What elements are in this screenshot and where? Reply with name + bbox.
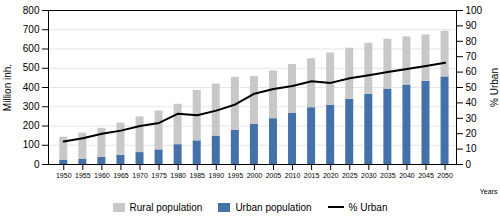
svg-text:100: 100 [466,5,483,16]
svg-text:2015: 2015 [304,172,320,179]
svg-text:90: 90 [466,20,478,31]
svg-text:2025: 2025 [342,172,358,179]
svg-text:1990: 1990 [208,172,224,179]
svg-text:500: 500 [23,62,40,73]
svg-text:2045: 2045 [418,172,434,179]
svg-text:1965: 1965 [113,172,129,179]
svg-text:Years: Years [480,188,498,195]
svg-text:60: 60 [466,66,478,77]
svg-text:2030: 2030 [361,172,377,179]
svg-text:% Urban: % Urban [489,68,500,107]
svg-text:2010: 2010 [285,172,301,179]
svg-text:1960: 1960 [94,172,110,179]
svg-text:2020: 2020 [323,172,339,179]
svg-text:200: 200 [23,120,40,131]
svg-text:100: 100 [23,139,40,150]
svg-text:2000: 2000 [247,172,263,179]
svg-text:0: 0 [34,159,40,170]
svg-text:400: 400 [23,82,40,93]
svg-text:300: 300 [23,101,40,112]
svg-text:600: 600 [23,43,40,54]
svg-text:80: 80 [466,36,478,47]
svg-text:10: 10 [466,143,478,154]
svg-text:1980: 1980 [170,172,186,179]
svg-text:1985: 1985 [189,172,205,179]
svg-text:0: 0 [466,159,472,170]
svg-text:1995: 1995 [228,172,244,179]
svg-text:1975: 1975 [151,172,167,179]
svg-text:2035: 2035 [380,172,396,179]
html-text:Rural population: Rural population [129,201,203,213]
svg-text:700: 700 [23,24,40,35]
svg-text:30: 30 [466,113,478,124]
svg-text:2050: 2050 [437,172,453,179]
svg-text:70: 70 [466,51,478,62]
svg-text:1955: 1955 [75,172,91,179]
svg-text:Million inh.: Million inh. [2,64,13,111]
svg-text:50: 50 [466,82,478,93]
svg-text:2005: 2005 [266,172,282,179]
svg-text:40: 40 [466,97,478,108]
svg-text:800: 800 [23,5,40,16]
svg-text:20: 20 [466,128,478,139]
html-text:% Urban: % Urban [348,201,388,213]
html-text:Urban population: Urban population [235,201,312,213]
svg-text:1970: 1970 [132,172,148,179]
svg-text:1950: 1950 [56,172,72,179]
svg-text:2040: 2040 [399,172,415,179]
